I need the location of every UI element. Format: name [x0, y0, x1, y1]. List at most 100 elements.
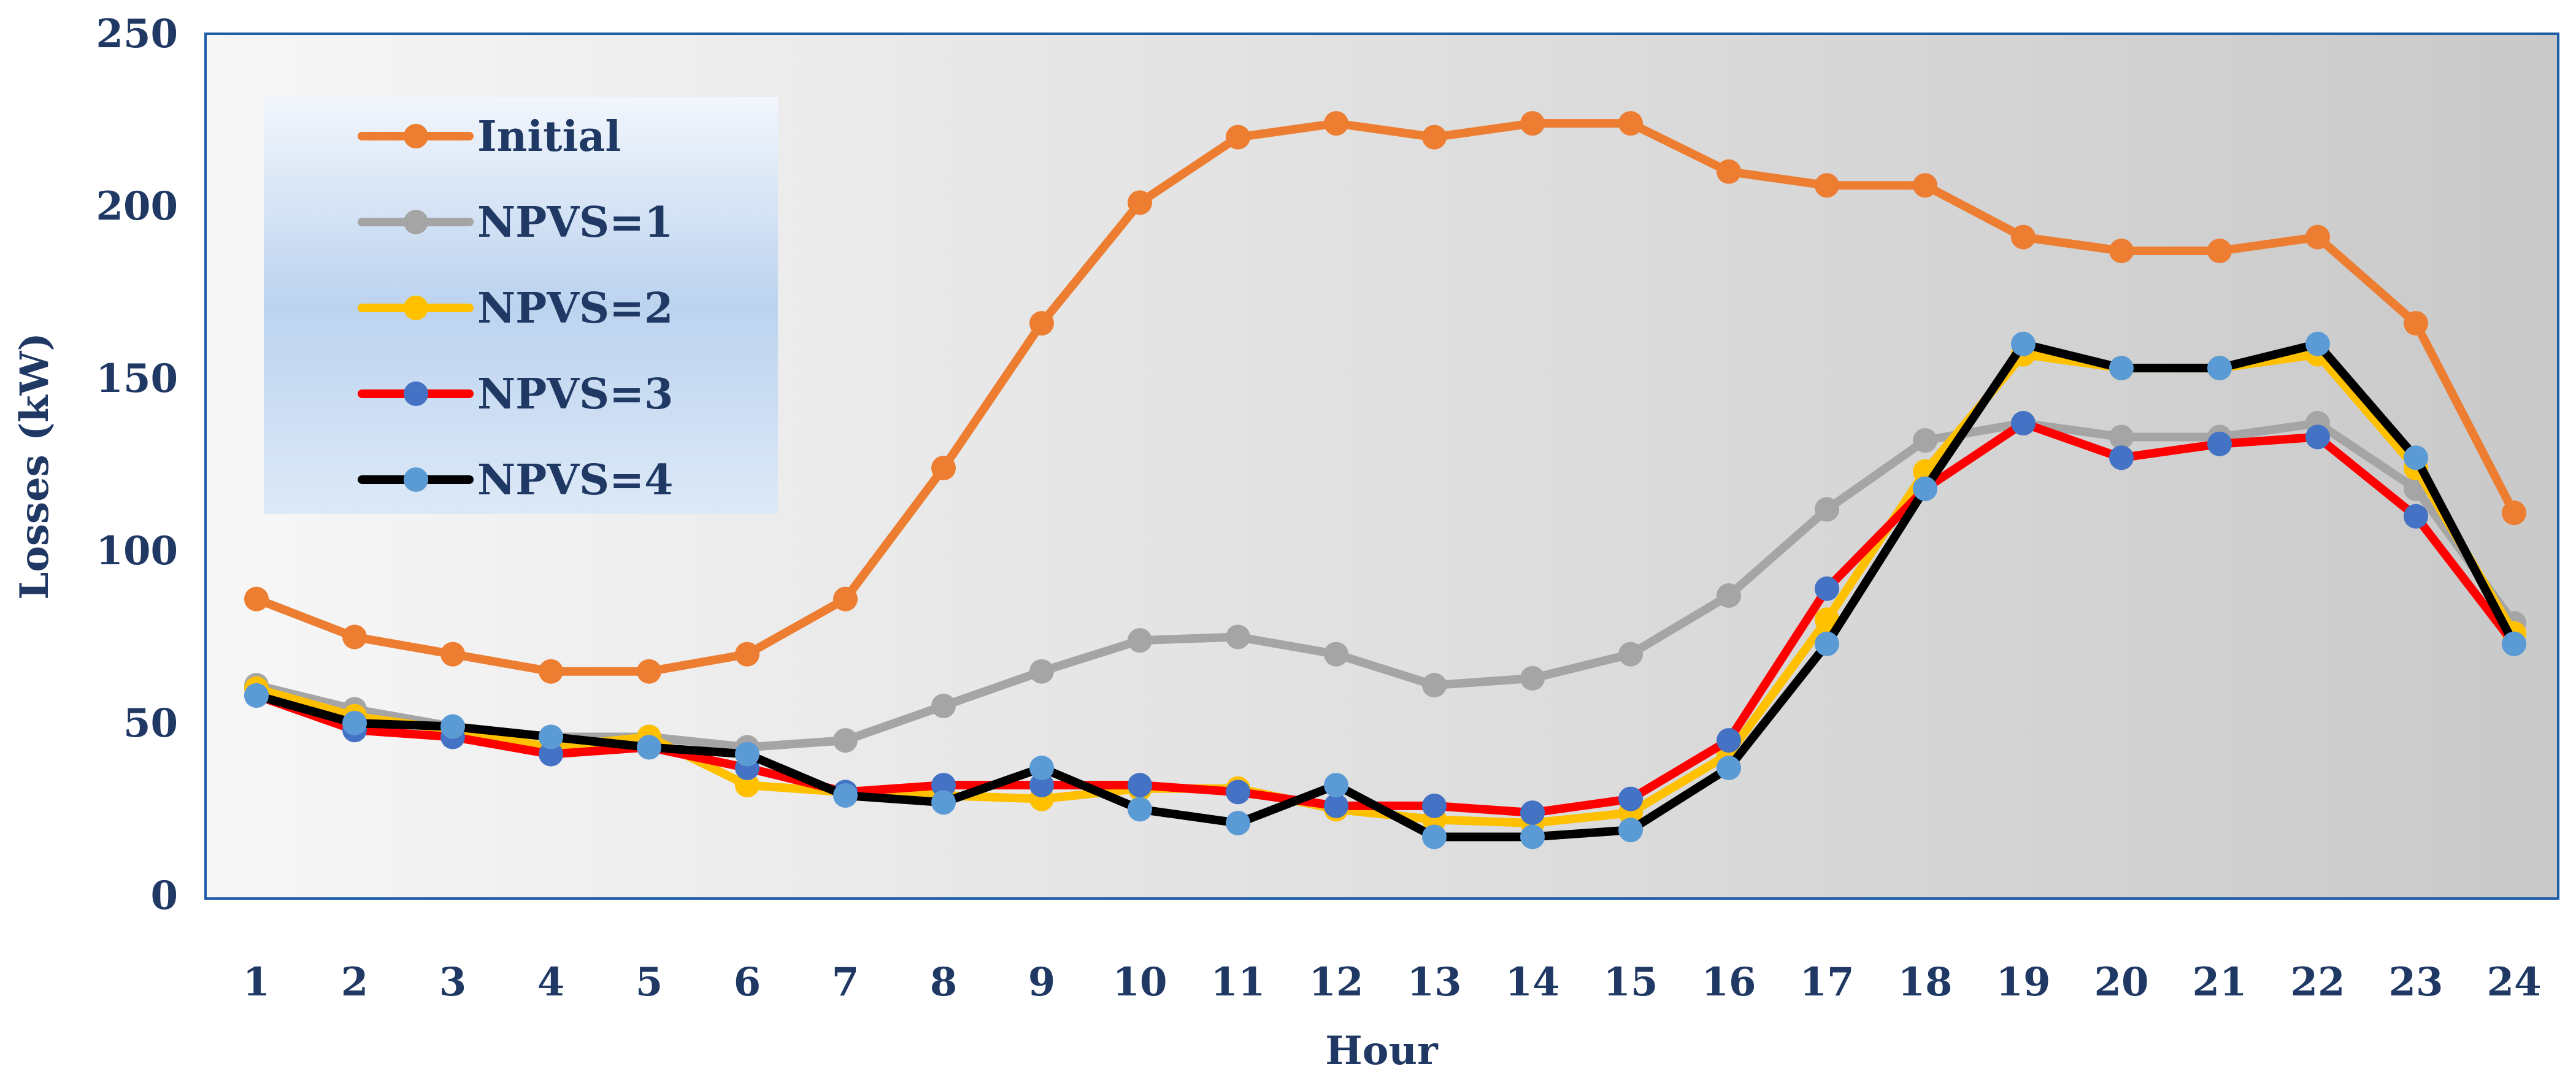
x-tick-label: 6	[734, 959, 761, 1005]
data-point	[539, 724, 563, 749]
legend-label: NPVS=4	[477, 456, 673, 505]
data-point	[931, 773, 956, 798]
data-point	[1913, 173, 1937, 198]
legend-swatch-marker	[404, 210, 428, 234]
legend-entry: Initial	[358, 112, 621, 161]
data-point	[539, 659, 563, 684]
legend-swatch-marker	[404, 124, 428, 148]
data-point	[1618, 642, 1643, 667]
x-axis-title: Hour	[1325, 1028, 1439, 1074]
x-tick-label: 17	[1799, 959, 1854, 1005]
data-point	[1226, 125, 1250, 150]
data-point	[1422, 125, 1447, 150]
data-point	[440, 642, 465, 667]
data-point	[440, 714, 465, 739]
x-tick-label: 8	[930, 959, 958, 1005]
x-tick-label: 9	[1028, 959, 1056, 1005]
data-point	[735, 642, 759, 667]
x-tick-label: 14	[1505, 959, 1559, 1005]
data-point	[2305, 224, 2330, 250]
x-tick-label: 2	[341, 959, 369, 1005]
series-initial	[244, 111, 2526, 684]
y-tick-label: 200	[96, 183, 178, 229]
legend-box	[264, 97, 778, 514]
data-point	[1520, 665, 1545, 691]
data-point	[1128, 773, 1152, 798]
data-point	[1324, 111, 1348, 136]
legend-entry: NPVS=3	[358, 370, 673, 419]
data-point	[1029, 756, 1054, 781]
x-tick-label: 21	[2192, 959, 2247, 1005]
data-point	[1520, 800, 1545, 826]
x-tick-label: 5	[636, 959, 663, 1005]
x-tick-label: 19	[1996, 959, 2050, 1005]
legend-label: Initial	[477, 112, 621, 161]
data-point	[244, 683, 269, 708]
data-point	[2207, 431, 2232, 456]
data-point	[2109, 356, 2134, 381]
data-point	[2109, 239, 2134, 264]
y-tick-label: 100	[96, 528, 178, 574]
data-point	[931, 456, 956, 481]
data-point	[1226, 810, 1250, 835]
legend-label: NPVS=1	[477, 198, 673, 247]
data-point	[1128, 628, 1152, 653]
legend-entry: NPVS=2	[358, 284, 673, 333]
data-point	[1029, 311, 1054, 336]
x-tick-label: 18	[1897, 959, 1952, 1005]
data-point	[1324, 773, 1348, 798]
data-point	[1029, 659, 1054, 684]
data-point	[1226, 780, 1250, 805]
x-tick-label: 22	[2290, 959, 2345, 1005]
x-tick-label: 4	[537, 959, 565, 1005]
x-axis-ticks: 1 2 3 4 5 6 7 8 9 10 11 12 13 14 15 16 17 18 19 20 21 22 23 24	[243, 959, 2542, 1005]
data-point	[2502, 500, 2526, 526]
y-axis-title: Losses (kW)	[12, 332, 58, 600]
legend-label: NPVS=3	[477, 370, 673, 419]
data-point	[833, 586, 858, 611]
data-point	[1815, 631, 1839, 656]
x-tick-label: 24	[2486, 959, 2541, 1005]
x-tick-label: 23	[2388, 959, 2443, 1005]
data-point	[244, 586, 269, 611]
x-tick-label: 1	[243, 959, 271, 1005]
x-tick-label: 10	[1112, 959, 1167, 1005]
data-point	[2305, 424, 2330, 450]
data-point	[539, 742, 563, 767]
data-point	[1422, 793, 1447, 818]
series-npvs-4	[244, 331, 2526, 849]
data-point	[1717, 583, 1741, 608]
data-point	[2207, 356, 2232, 381]
data-point	[1913, 476, 1937, 501]
data-point	[1815, 173, 1839, 198]
legend: Initial NPVS=1 NPVS=2 NPVS=3 NPVS=4	[264, 97, 778, 514]
data-point	[1913, 428, 1937, 453]
y-tick-label: 0	[150, 873, 178, 919]
legend-swatch-marker	[404, 467, 428, 492]
data-point	[2109, 445, 2134, 470]
legend-swatch-marker	[404, 381, 428, 406]
data-point	[1422, 824, 1447, 849]
data-point	[2109, 424, 2134, 450]
data-point	[2404, 311, 2428, 336]
x-tick-label: 12	[1309, 959, 1363, 1005]
data-point	[735, 742, 759, 767]
data-point	[2502, 631, 2526, 656]
data-point	[833, 728, 858, 753]
data-point	[1717, 728, 1741, 753]
series-layer	[244, 111, 2526, 849]
data-point	[1520, 111, 1545, 136]
data-point	[2011, 224, 2036, 250]
legend-label: NPVS=2	[477, 284, 673, 333]
x-tick-label: 15	[1603, 959, 1658, 1005]
x-tick-label: 16	[1701, 959, 1756, 1005]
legend-swatch-marker	[404, 296, 428, 320]
data-point	[833, 783, 858, 808]
data-point	[931, 790, 956, 815]
data-point	[1422, 673, 1447, 698]
data-point	[1618, 786, 1643, 811]
y-tick-label: 250	[96, 11, 178, 57]
legend-entry: NPVS=1	[358, 198, 673, 247]
data-point	[735, 773, 759, 798]
data-point	[2011, 331, 2036, 356]
